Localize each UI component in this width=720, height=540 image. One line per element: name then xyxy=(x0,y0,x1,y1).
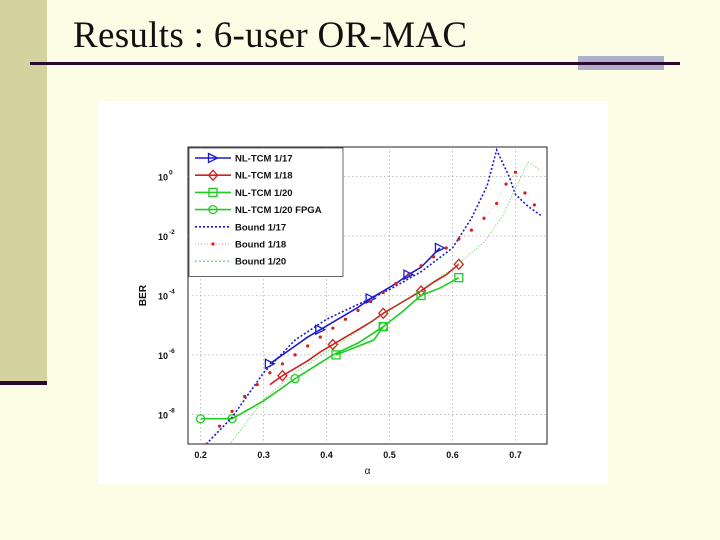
series-marker-nl-tcm-1-18 xyxy=(453,258,465,271)
y-tick-label: 10 xyxy=(158,410,168,420)
series-point-bound-1-18 xyxy=(343,317,348,321)
series-line-bound-1-17 xyxy=(205,147,542,444)
series-marker-nl-tcm-1-18 xyxy=(327,338,339,351)
series-point-bound-1-18 xyxy=(318,335,322,339)
series-point-bound-1-18 xyxy=(293,353,297,357)
series-point-bound-1-18 xyxy=(381,290,385,295)
legend-marker-bound-1-18 xyxy=(211,242,215,246)
legend-label-bound-1-20: Bound 1/20 xyxy=(235,257,286,268)
x-tick-label: 0.4 xyxy=(320,450,333,460)
series-point-bound-1-18 xyxy=(280,362,285,366)
series-point-bound-1-18 xyxy=(432,255,436,259)
series-point-bound-1-18 xyxy=(513,170,518,174)
series-marker-nl-tcm-1-20-fpga xyxy=(195,414,206,424)
y-tick-label: 10 xyxy=(158,232,168,242)
series-marker-nl-tcm-1-18 xyxy=(277,369,288,382)
y-tick-label: 10 xyxy=(158,173,168,183)
chart-panel: 0.2 0.3 0.4 0.5 0.6 0.7 10 0 10 -2 10 -4 10 -6 10 -8 α BE… xyxy=(98,101,608,484)
x-tick-label: 0.2 xyxy=(194,450,207,460)
series-point-bound-1-18 xyxy=(504,182,508,186)
slide-title: Results : 6-user OR-MAC xyxy=(73,15,468,56)
series-point-bound-1-18 xyxy=(243,394,247,399)
series-line-bound-1-18 xyxy=(206,171,535,444)
legend-label-nl-tcm-1-17: NL-TCM 1/17 xyxy=(235,154,293,165)
y-tick-exponent: 0 xyxy=(169,170,173,177)
series-point-bound-1-18 xyxy=(469,228,474,232)
series-point-bound-1-18 xyxy=(369,299,373,304)
legend-label-bound-1-18: Bound 1/18 xyxy=(235,240,286,251)
y-tick-label: 10 xyxy=(158,351,168,361)
y-tick-exponent: -6 xyxy=(169,348,175,355)
series-point-bound-1-18 xyxy=(523,191,527,195)
slide-side-bar-edge xyxy=(0,381,47,385)
series-point-bound-1-18 xyxy=(205,442,209,444)
series-point-bound-1-18 xyxy=(419,264,423,268)
series-line-nl-tcm-1-20 xyxy=(335,276,460,356)
legend: NL-TCM 1/17 NL-TCM 1/18 NL-TCM 1/20 NL-TCM … xyxy=(188,147,344,277)
legend-label-bound-1-17: Bound 1/17 xyxy=(235,222,286,233)
series-line-bound-1-20 xyxy=(229,161,541,444)
series-point-bound-1-18 xyxy=(406,273,411,277)
series-line-nl-tcm-1-17 xyxy=(269,247,441,365)
series-point-bound-1-18 xyxy=(230,409,234,413)
legend-label-nl-tcm-1-18: NL-TCM 1/18 xyxy=(235,171,293,182)
title-rule xyxy=(30,62,680,65)
series-layer xyxy=(195,147,542,444)
series-point-bound-1-18 xyxy=(482,216,486,220)
legend-marker-nl-tcm-1-20 xyxy=(208,187,218,198)
series-point-bound-1-18 xyxy=(394,282,398,286)
series-marker-nl-tcm-1-20-fpga xyxy=(227,414,237,424)
series-marker-nl-tcm-1-20-fpga xyxy=(290,374,300,384)
slide-side-bar xyxy=(0,0,47,384)
legend-marker-nl-tcm-1-20-fpga xyxy=(208,204,218,215)
legend-label-nl-tcm-1-20: NL-TCM 1/20 xyxy=(235,188,293,199)
series-marker-nl-tcm-1-18 xyxy=(377,307,389,320)
series-marker-nl-tcm-1-20 xyxy=(454,273,464,283)
series-point-bound-1-18 xyxy=(457,237,461,241)
y-tick-exponent: -4 xyxy=(169,289,175,296)
y-tick-exponent: -8 xyxy=(169,407,175,414)
y-axis-label: BER xyxy=(138,284,149,306)
series-point-bound-1-18 xyxy=(217,424,222,428)
series-line-nl-tcm-1-18 xyxy=(269,263,460,386)
x-axis-label: α xyxy=(365,466,371,477)
series-marker-nl-tcm-1-17 xyxy=(403,269,415,281)
legend-marker-nl-tcm-1-18 xyxy=(207,169,219,182)
series-point-bound-1-18 xyxy=(532,203,537,207)
legend-label-nl-tcm-1-20-fpga: NL-TCM 1/20 FPGA xyxy=(235,205,322,216)
series-marker-nl-tcm-1-20-fpga xyxy=(378,322,388,332)
series-marker-nl-tcm-1-20 xyxy=(416,290,426,301)
y-tick-exponent: -2 xyxy=(169,229,175,236)
series-point-bound-1-18 xyxy=(306,344,310,348)
series-point-bound-1-18 xyxy=(495,201,499,206)
legend-box xyxy=(188,147,344,277)
series-point-bound-1-18 xyxy=(444,246,448,250)
y-tick-label: 10 xyxy=(158,292,168,302)
series-point-bound-1-18 xyxy=(255,383,259,387)
series-marker-nl-tcm-1-17 xyxy=(434,242,446,254)
x-tick-label: 0.7 xyxy=(509,450,522,460)
x-tick-label: 0.5 xyxy=(383,450,396,460)
x-tick-label: 0.6 xyxy=(446,450,459,460)
series-point-bound-1-18 xyxy=(356,308,360,312)
series-point-bound-1-18 xyxy=(268,371,272,375)
legend-marker-nl-tcm-1-17 xyxy=(207,152,219,164)
series-line-nl-tcm-1-20-fpga xyxy=(200,326,384,420)
series-point-bound-1-18 xyxy=(331,326,335,330)
series-marker-nl-tcm-1-17 xyxy=(315,324,327,336)
x-tick-label: 0.3 xyxy=(257,450,270,460)
